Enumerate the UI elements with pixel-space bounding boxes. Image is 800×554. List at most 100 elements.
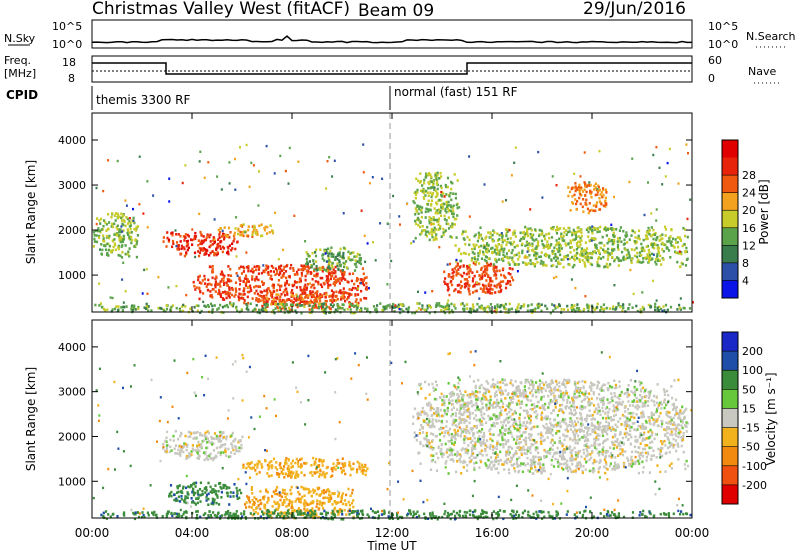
range-cell — [302, 502, 305, 505]
range-cell — [647, 303, 650, 307]
range-cell — [431, 235, 434, 239]
range-cell — [513, 232, 516, 235]
range-cell — [250, 486, 253, 489]
range-cell — [221, 291, 224, 294]
range-cell — [211, 488, 214, 491]
range-cell — [344, 247, 347, 251]
range-cell — [259, 290, 262, 293]
range-cell — [517, 303, 520, 306]
range-cell — [253, 265, 256, 269]
range-cell — [627, 307, 630, 311]
range-cell — [682, 306, 685, 310]
range-cell — [473, 274, 476, 278]
range-cell — [424, 233, 427, 236]
range-cell — [187, 246, 190, 250]
range-cell — [679, 308, 682, 311]
range-cell — [532, 457, 535, 461]
range-cell — [341, 273, 344, 276]
range-cell — [261, 307, 264, 310]
range-cell — [183, 442, 186, 445]
range-cell — [425, 207, 428, 211]
range-cell — [207, 497, 210, 501]
range-cell — [442, 305, 445, 309]
range-cell — [221, 229, 224, 233]
range-cell — [563, 255, 566, 258]
range-cell — [105, 229, 108, 232]
range-cell — [562, 391, 565, 395]
range-cell — [445, 210, 448, 214]
range-cell — [658, 401, 661, 405]
range-cell — [684, 264, 688, 267]
range-cell — [467, 287, 470, 290]
range-cell — [443, 202, 446, 206]
range-cell — [255, 472, 258, 476]
range-cell — [366, 309, 369, 313]
range-cell — [559, 262, 562, 265]
range-cell — [131, 308, 134, 312]
range-cell — [579, 236, 582, 240]
range-cell — [348, 292, 351, 296]
range-cell — [562, 398, 565, 402]
range-cell — [498, 251, 501, 254]
range-cell — [221, 431, 224, 434]
range-cell — [106, 242, 109, 246]
range-cell — [342, 261, 345, 265]
range-cell — [656, 259, 660, 262]
range-cell — [299, 286, 302, 289]
range-cell — [195, 481, 198, 485]
range-cell — [455, 265, 458, 268]
range-cell — [438, 198, 441, 202]
range-cell — [568, 230, 571, 233]
range-cell — [330, 298, 333, 302]
range-cell — [237, 440, 240, 444]
range-cell — [222, 276, 225, 280]
range-cell — [330, 255, 333, 258]
range-cell — [613, 195, 615, 199]
range-cell — [604, 265, 607, 268]
range-cell — [596, 260, 599, 264]
range-cell — [261, 280, 264, 284]
range-cell — [309, 271, 312, 274]
range-cell — [183, 239, 186, 242]
range-cell — [121, 309, 124, 312]
range-cell — [571, 186, 574, 190]
range-cell — [448, 448, 451, 452]
range-cell — [236, 492, 239, 495]
range-cell — [539, 255, 542, 258]
range-cell — [470, 259, 473, 262]
range-cell — [247, 267, 250, 270]
range-cell — [416, 434, 419, 437]
range-cell — [227, 226, 231, 230]
range-cell — [317, 280, 320, 284]
range-cell — [198, 160, 201, 163]
range-cell — [362, 283, 366, 287]
range-cell — [132, 216, 135, 220]
range-cell — [348, 460, 351, 464]
range-cell — [481, 435, 484, 438]
range-cell — [598, 251, 601, 255]
range-cell — [213, 498, 216, 501]
range-cell — [102, 239, 105, 242]
range-cell — [330, 467, 333, 471]
range-cell — [598, 230, 601, 233]
range-cell — [310, 464, 313, 467]
range-cell — [500, 304, 503, 307]
range-cell — [578, 196, 581, 200]
range-cell — [440, 186, 443, 190]
range-cell — [685, 246, 688, 250]
range-cell — [451, 458, 454, 461]
range-cell — [603, 227, 606, 230]
range-cell — [274, 489, 278, 492]
range-cell — [420, 208, 423, 212]
range-cell — [595, 244, 598, 247]
range-cell — [657, 258, 660, 261]
range-cell — [214, 283, 217, 287]
range-cell — [194, 485, 197, 488]
range-cell — [268, 461, 271, 464]
range-cell — [267, 273, 270, 276]
range-cell — [282, 468, 285, 471]
range-cell — [318, 464, 321, 467]
range-cell — [205, 250, 208, 253]
range-cell — [304, 240, 307, 243]
range-cell — [275, 461, 278, 464]
